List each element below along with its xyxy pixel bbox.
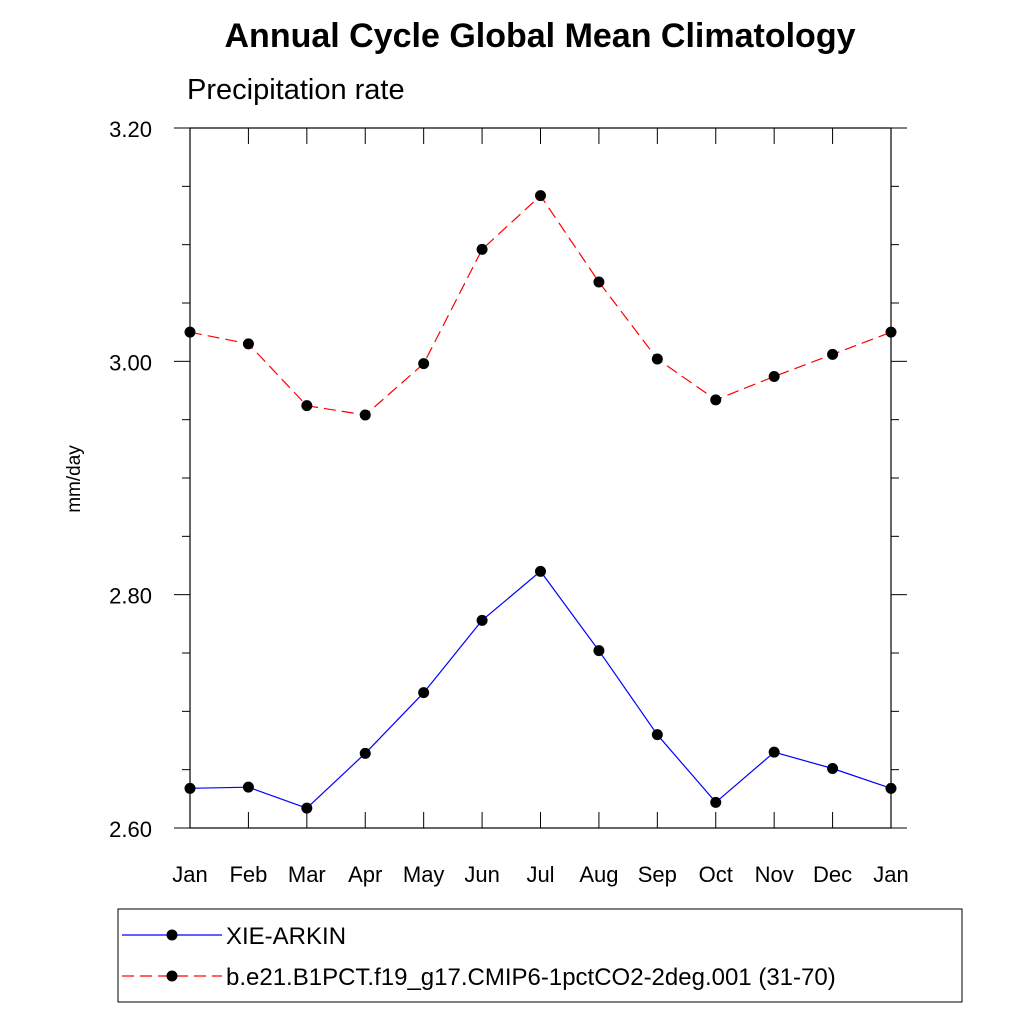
x-tick-label: Nov	[755, 862, 794, 887]
data-point	[885, 782, 897, 794]
x-tick-label: Apr	[348, 862, 382, 887]
data-point	[535, 190, 546, 202]
y-tick-label: 2.80	[109, 584, 152, 609]
series-1	[184, 565, 897, 814]
plot-frame	[189, 127, 892, 829]
x-tick-label: Mar	[288, 862, 326, 887]
legend-item: b.e21.B1PCT.f19_g17.CMIP6-1pctCO2-2deg.0…	[122, 964, 836, 991]
data-point	[651, 729, 663, 741]
data-point	[242, 338, 254, 350]
legend-label: b.e21.B1PCT.f19_g17.CMIP6-1pctCO2-2deg.0…	[226, 964, 836, 991]
data-point	[301, 400, 313, 412]
data-point	[359, 409, 371, 421]
data-point	[885, 326, 897, 338]
chart-subtitle: Precipitation rate	[187, 74, 405, 106]
x-tick-label: Dec	[813, 862, 852, 887]
data-point	[301, 802, 313, 814]
data-point	[359, 747, 371, 759]
data-point	[476, 614, 488, 626]
data-point	[535, 565, 546, 577]
data-point	[651, 353, 663, 365]
series-2	[184, 190, 897, 421]
y-tick-labels: 2.60 2.80 3.00 3.20	[109, 117, 152, 842]
data-point	[593, 276, 605, 288]
data-point	[184, 326, 196, 338]
legend-marker	[166, 929, 178, 941]
series-line	[189, 570, 892, 809]
legend: XIE-ARKIN b.e21.B1PCT.f19_g17.CMIP6-1pctC…	[122, 923, 836, 991]
x-tick-label: Jun	[464, 862, 499, 887]
legend-marker	[166, 970, 178, 982]
data-series	[184, 190, 897, 814]
data-point	[476, 243, 488, 255]
x-tick-label: Oct	[699, 862, 733, 887]
data-point	[768, 746, 780, 758]
data-point	[593, 645, 605, 657]
data-point	[418, 358, 430, 370]
x-tick-label: Sep	[638, 862, 677, 887]
x-tick-label: Jul	[526, 862, 554, 887]
x-tick-label: May	[403, 862, 445, 887]
x-tick-label: Jan	[873, 862, 908, 887]
series-line	[189, 194, 892, 416]
axis-ticks	[174, 127, 907, 829]
y-tick-label: 2.60	[109, 817, 152, 842]
data-point	[242, 781, 254, 793]
y-tick-label: 3.00	[109, 350, 152, 375]
data-point	[418, 687, 430, 699]
legend-label: XIE-ARKIN	[226, 923, 346, 950]
data-point	[768, 371, 780, 382]
data-point	[827, 348, 839, 360]
legend-box	[117, 908, 963, 1003]
y-axis-label: mm/day	[64, 445, 85, 513]
x-tick-label: Aug	[579, 862, 618, 887]
y-tick-label: 3.20	[109, 117, 152, 142]
legend-item: XIE-ARKIN	[122, 923, 346, 950]
x-tick-label: Feb	[229, 862, 267, 887]
data-point	[710, 796, 722, 808]
chart-title: Annual Cycle Global Mean Climatology	[225, 17, 856, 55]
x-tick-label: Jan	[172, 862, 207, 887]
data-point	[184, 782, 196, 794]
data-point	[827, 763, 839, 774]
x-tick-labels: Jan Feb Mar Apr May Jun Jul Aug Sep Oct Nov Dec Jan	[172, 862, 908, 887]
data-point	[710, 394, 722, 406]
